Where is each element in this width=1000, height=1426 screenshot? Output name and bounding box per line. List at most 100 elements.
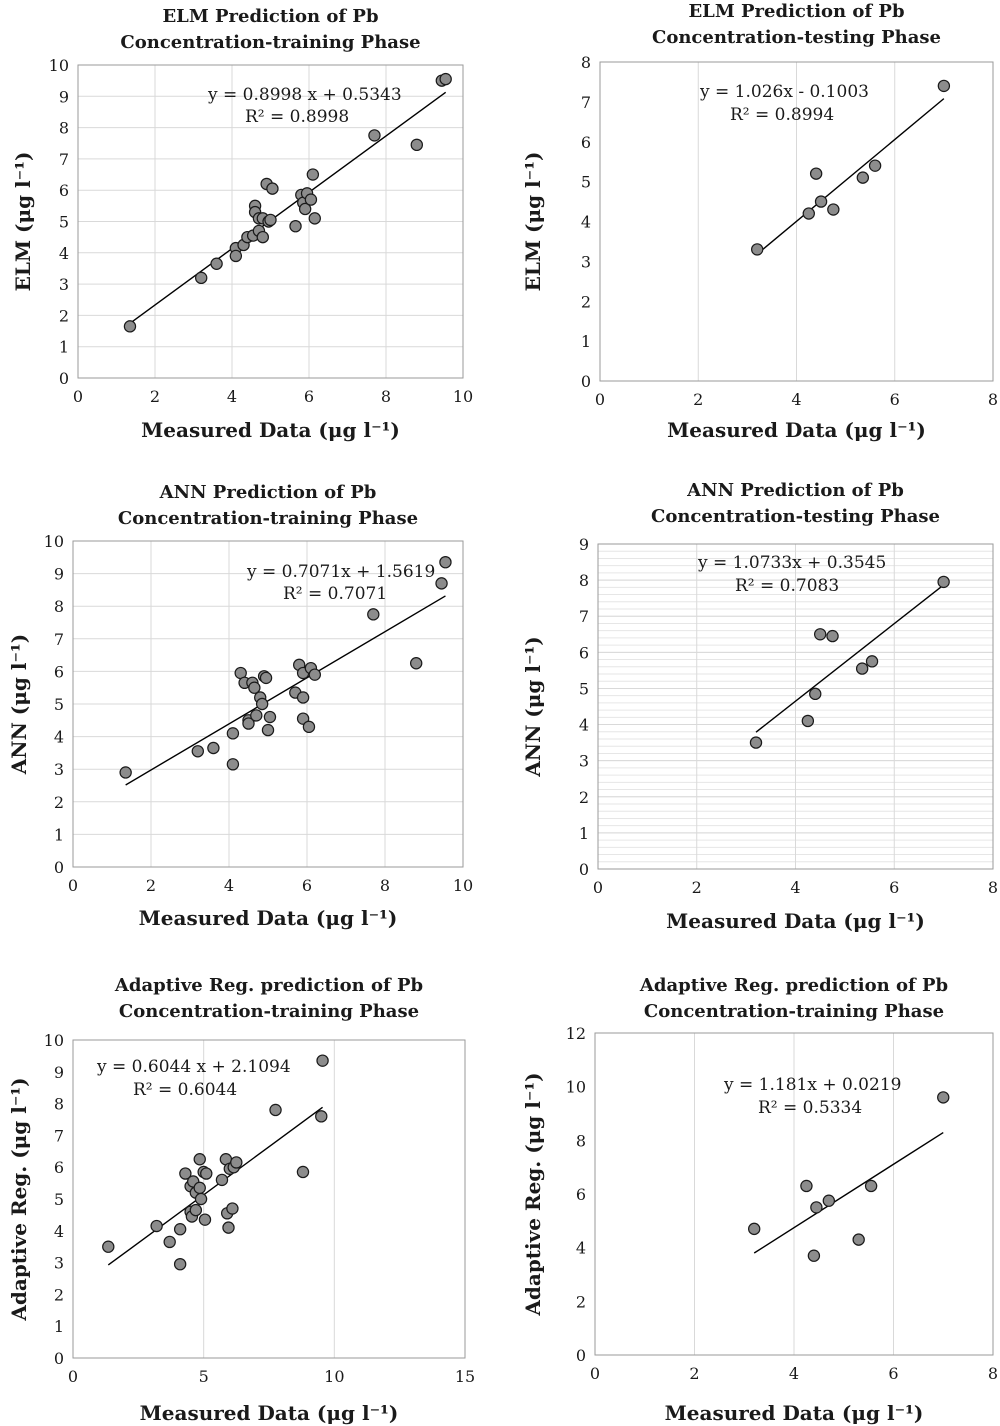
data-point <box>193 1153 206 1166</box>
x-tick-label: 0 <box>68 1367 78 1386</box>
y-tick-label: 8 <box>54 597 64 616</box>
y-tick-label: 9 <box>579 535 589 554</box>
x-tick-label: 6 <box>888 1364 898 1383</box>
data-point <box>439 555 452 569</box>
y-tick-label: 3 <box>54 760 64 779</box>
data-point <box>852 1233 865 1246</box>
chart-title-line-1: Adaptive Reg. prediction of Pb <box>639 975 948 996</box>
y-tick-label: 6 <box>54 1158 64 1177</box>
data-point <box>222 1221 235 1234</box>
data-point <box>261 723 275 737</box>
data-point <box>814 195 828 208</box>
data-point <box>827 203 840 216</box>
r-squared-label: R² = 0.7083 <box>735 576 839 596</box>
x-tick-label: 0 <box>595 390 605 409</box>
data-point <box>439 72 452 86</box>
plot-frame <box>599 61 994 382</box>
x-tick-label: 2 <box>693 390 703 409</box>
data-point <box>296 691 310 704</box>
plot-frame <box>594 1032 994 1356</box>
data-points <box>102 1054 329 1271</box>
data-point <box>810 1201 823 1214</box>
x-tick-label: 0 <box>593 878 603 897</box>
y-tick-label: 7 <box>581 93 591 112</box>
y-tick-label: 6 <box>576 1185 586 1204</box>
data-point <box>802 207 815 220</box>
trendline-equation: y = 1.026x - 0.1003 <box>699 82 869 102</box>
data-point <box>255 697 269 711</box>
y-tick-label: 0 <box>576 1346 586 1365</box>
y-tick-label: 2 <box>59 306 69 325</box>
data-point <box>298 202 312 216</box>
y-axis-label: Adaptive Reg. (μg l⁻¹) <box>7 1077 31 1321</box>
y-axis-label: ANN (μg l⁻¹) <box>521 636 545 777</box>
chart-title-line-1: ELM Prediction of Pb <box>688 1 904 22</box>
trendline <box>125 595 446 786</box>
data-point <box>194 1192 208 1206</box>
data-point <box>229 249 243 263</box>
data-point <box>226 758 240 771</box>
y-tick-label: 10 <box>566 1078 586 1097</box>
x-tick-label: 6 <box>304 387 314 406</box>
r-squared-label: R² = 0.7071 <box>283 584 387 604</box>
x-tick-label: 8 <box>988 390 998 409</box>
y-tick-label: 4 <box>581 213 591 232</box>
y-tick-label: 5 <box>59 213 69 232</box>
trendline <box>107 1106 323 1266</box>
x-tick-label: 15 <box>455 1367 475 1386</box>
y-tick-label: 10 <box>44 1031 64 1050</box>
x-tick-label: 0 <box>68 876 78 895</box>
plot-frame <box>77 64 464 379</box>
data-point <box>266 182 279 195</box>
y-tick-label: 12 <box>566 1024 586 1043</box>
data-point <box>263 710 277 724</box>
chart-2: 0 2 4 6 8 0 1 2 3 4 5 6 7 8 ELM Prediction of Pb Concen… <box>521 1 998 442</box>
y-tick-label: 8 <box>579 571 589 590</box>
data-point <box>230 1156 243 1169</box>
x-tick-label: 4 <box>789 1364 799 1383</box>
data-point <box>410 657 423 670</box>
plot-frame <box>72 1039 466 1359</box>
x-tick-label: 0 <box>73 387 83 406</box>
chart-title-line-2: Concentration-training Phase <box>118 508 418 529</box>
chart-title-line-2: Concentration-training Phase <box>120 32 420 53</box>
y-axis-label: ELM (μg l⁻¹) <box>11 152 35 292</box>
data-point <box>198 1213 212 1226</box>
data-point <box>207 741 220 755</box>
y-tick-label: 7 <box>59 150 69 169</box>
x-tick-label: 6 <box>889 878 899 897</box>
chart-title-line-2: Concentration-testing Phase <box>651 506 940 527</box>
x-tick-label: 2 <box>146 876 156 895</box>
y-axis-label: Adaptive Reg. (μg l⁻¹) <box>521 1072 545 1316</box>
chart-title-line-2: Concentration-testing Phase <box>652 27 941 48</box>
data-point <box>163 1235 176 1249</box>
y-tick-label: 2 <box>576 1292 586 1311</box>
y-tick-label: 1 <box>581 332 591 351</box>
y-tick-label: 1 <box>579 824 589 843</box>
x-tick-label: 4 <box>790 878 800 897</box>
data-point <box>855 662 869 675</box>
chart-title-line-1: ANN Prediction of Pb <box>159 482 377 503</box>
chart-1: 0 2 4 6 8 10 0 1 2 3 4 5 6 7 8 9 10 ELM Prediction of Pb C… <box>11 6 473 442</box>
chart-title-line-1: ELM Prediction of Pb <box>162 6 378 27</box>
data-points <box>119 555 452 779</box>
data-point <box>749 736 763 749</box>
data-point <box>306 168 320 181</box>
y-tick-label: 3 <box>579 752 589 771</box>
y-tick-label: 1 <box>59 338 69 357</box>
y-tick-label: 9 <box>54 565 64 584</box>
y-tick-label: 2 <box>54 793 64 812</box>
plot-frame <box>72 540 464 868</box>
chart-title-line-1: Adaptive Reg. prediction of Pb <box>114 975 423 996</box>
y-tick-label: 4 <box>576 1239 586 1258</box>
data-point <box>367 608 380 621</box>
data-point <box>807 1249 821 1262</box>
data-point <box>410 138 423 152</box>
y-tick-label: 8 <box>59 119 69 138</box>
gridlines <box>72 1040 466 1358</box>
data-point <box>200 1167 213 1180</box>
y-tick-label: 7 <box>54 1126 64 1145</box>
x-tick-label: 8 <box>988 878 998 897</box>
trendline <box>756 98 945 255</box>
data-point <box>308 668 321 681</box>
